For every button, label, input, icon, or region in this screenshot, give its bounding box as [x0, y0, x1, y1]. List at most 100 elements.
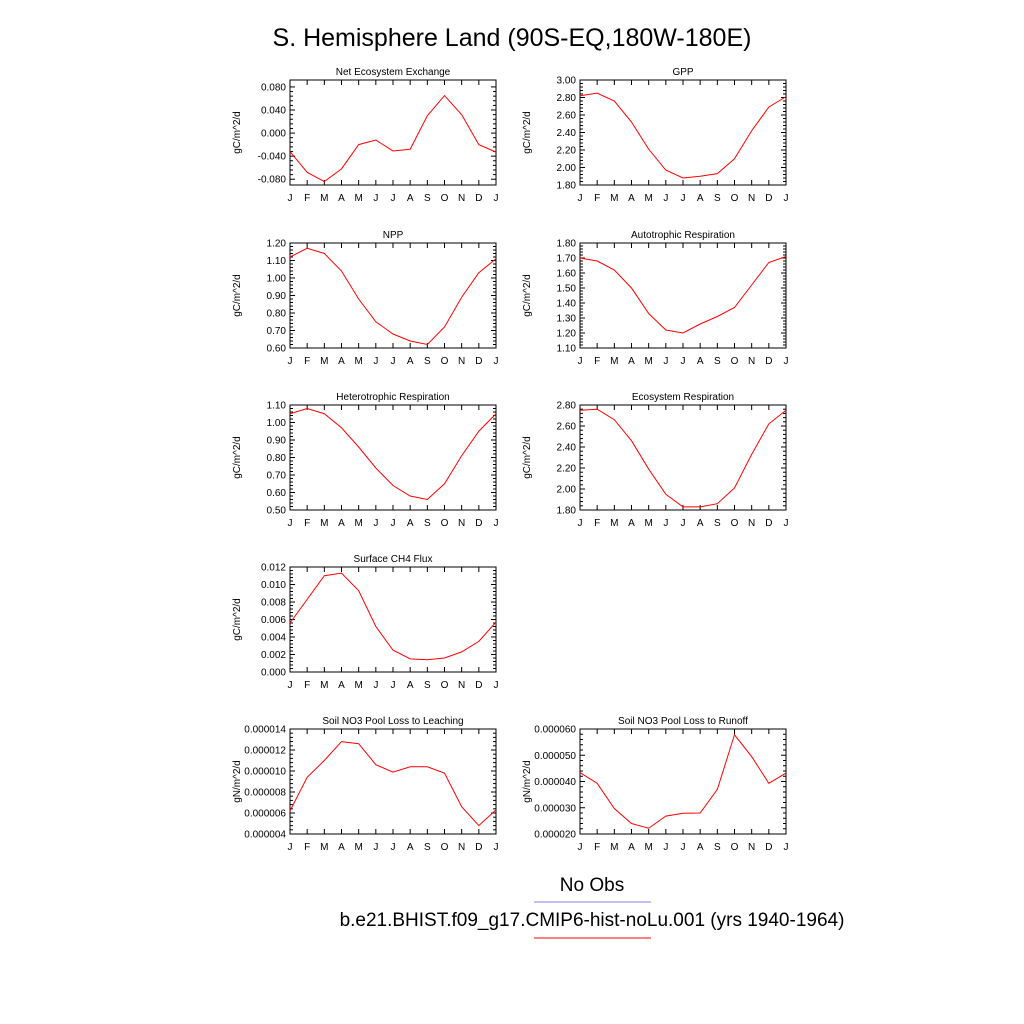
data-point: [410, 658, 411, 659]
data-point: [392, 150, 393, 151]
x-tick-label: N: [748, 842, 755, 853]
panel-title: Surface CH4 Flux: [354, 554, 433, 565]
x-tick-label: A: [697, 193, 704, 204]
y-tick-label: 2.00: [557, 163, 577, 174]
data-point: [410, 495, 411, 496]
y-tick-label: 0.60: [267, 488, 287, 499]
legend-obs-label: No Obs: [560, 875, 624, 896]
x-tick-label: F: [304, 518, 310, 529]
data-point: [648, 468, 649, 469]
data-point: [461, 297, 462, 298]
data-point: [682, 506, 683, 507]
data-point: [444, 773, 445, 774]
data-point: [734, 487, 735, 488]
data-point: [495, 809, 496, 810]
data-point: [289, 151, 290, 152]
y-tick-label: 0.000050: [534, 751, 576, 762]
y-tick-label: 2.60: [557, 111, 577, 122]
x-tick-label: J: [681, 193, 686, 204]
chart-panel: Heterotrophic Respiration gC/m^2/d 0.50 0.6…: [232, 392, 499, 529]
plot-frame: [289, 242, 497, 349]
data-point: [700, 812, 701, 813]
x-tick-label: J: [663, 193, 668, 204]
data-point: [427, 659, 428, 660]
data-point: [341, 168, 342, 169]
data-point: [495, 258, 496, 259]
plot-frame: [579, 404, 787, 511]
data-point: [478, 144, 479, 145]
y-tick-label: 0.040: [261, 106, 286, 117]
y-tick-label: 0.000010: [244, 767, 286, 778]
data-point: [631, 287, 632, 288]
data-point: [444, 95, 445, 96]
x-tick-label: F: [594, 518, 600, 529]
data-point: [785, 773, 786, 774]
data-point: [631, 440, 632, 441]
data-point: [665, 494, 666, 495]
x-tick-label: J: [681, 842, 686, 853]
x-tick-label: J: [784, 518, 789, 529]
x-tick-label: M: [354, 356, 362, 367]
y-tick-label: 0.000060: [534, 725, 576, 736]
data-point: [700, 176, 701, 177]
y-tick-label: 0.006: [261, 615, 286, 626]
x-tick-label: J: [784, 193, 789, 204]
data-point: [751, 454, 752, 455]
y-axis-label: gC/m^2/d: [232, 274, 243, 317]
data-point: [375, 467, 376, 468]
x-tick-label: M: [320, 842, 328, 853]
x-tick-label: S: [714, 518, 721, 529]
data-point: [700, 323, 701, 324]
x-tick-label: M: [354, 518, 362, 529]
x-tick-label: O: [731, 356, 739, 367]
data-point: [478, 272, 479, 273]
x-tick-label: N: [458, 842, 465, 853]
legend: No Obs b.e21.BHIST.f09_g17.CMIP6-hist-no…: [340, 875, 844, 939]
y-tick-label: 0.70: [267, 326, 287, 337]
x-tick-label: S: [424, 356, 431, 367]
x-tick-label: M: [320, 193, 328, 204]
y-tick-label: 1.20: [557, 329, 577, 340]
x-tick-label: F: [304, 842, 310, 853]
x-tick-label: D: [475, 193, 482, 204]
x-tick-label: D: [765, 842, 772, 853]
x-tick-label: M: [354, 680, 362, 691]
chart-panel: Surface CH4 Flux gC/m^2/d 0.000 0.002 0.004 0…: [232, 554, 499, 691]
y-tick-label: 2.60: [557, 422, 577, 433]
x-tick-label: M: [610, 518, 618, 529]
y-axis-label: gC/m^2/d: [522, 111, 533, 154]
y-tick-label: 0.004: [261, 633, 286, 644]
plot-frame: [289, 566, 497, 673]
x-tick-label: J: [373, 680, 378, 691]
series-line: [579, 408, 787, 508]
x-tick-label: A: [407, 356, 414, 367]
x-tick-label: J: [578, 356, 583, 367]
y-tick-label: 0.000012: [244, 746, 286, 757]
y-axis-label: gN/m^2/d: [232, 760, 243, 803]
y-tick-label: 2.20: [557, 146, 577, 157]
x-tick-label: O: [441, 842, 449, 853]
data-point: [307, 777, 308, 778]
x-tick-label: J: [681, 356, 686, 367]
y-tick-label: 1.30: [557, 314, 577, 325]
x-tick-label: J: [373, 842, 378, 853]
x-tick-label: D: [765, 356, 772, 367]
x-tick-label: J: [373, 193, 378, 204]
x-tick-label: A: [697, 842, 704, 853]
x-tick-label: J: [784, 842, 789, 853]
chart-panels: Net Ecosystem Exchange gC/m^2/d -0.080 -0.0…: [232, 67, 789, 853]
x-tick-label: S: [424, 842, 431, 853]
x-tick-label: J: [578, 842, 583, 853]
data-point: [717, 316, 718, 317]
x-tick-label: M: [354, 842, 362, 853]
data-point: [358, 446, 359, 447]
x-tick-label: F: [594, 842, 600, 853]
data-point: [444, 326, 445, 327]
x-tick-label: J: [663, 356, 668, 367]
y-tick-label: 0.000030: [534, 803, 576, 814]
data-point: [597, 783, 598, 784]
data-point: [427, 344, 428, 345]
x-tick-label: A: [338, 193, 345, 204]
x-tick-label: S: [714, 842, 721, 853]
data-point: [307, 599, 308, 600]
